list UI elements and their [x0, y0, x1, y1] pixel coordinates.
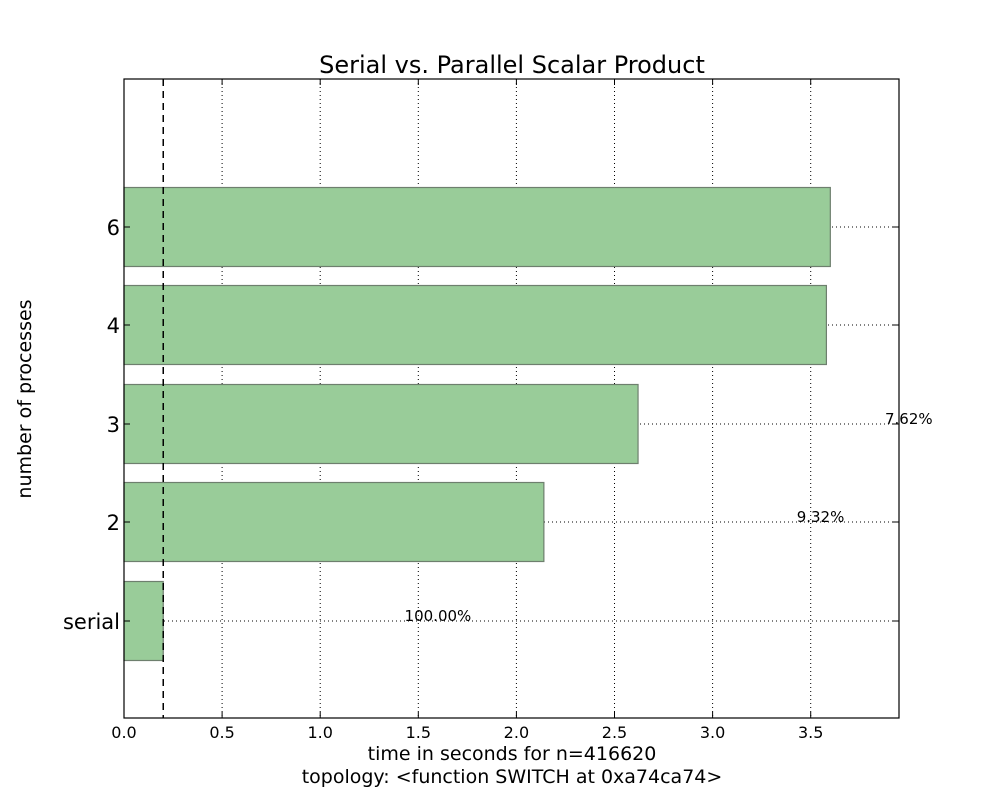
x-tick-label: 2.0 — [504, 723, 529, 742]
data-label-serial: 100.00% — [405, 607, 472, 625]
data-label-3: 7.62% — [885, 410, 933, 428]
bar-2 — [124, 483, 544, 562]
x-axis-label-topology: topology: <function SWITCH at 0xa74ca74> — [302, 766, 723, 788]
x-tick-label: 0.5 — [209, 723, 234, 742]
y-axis-label: number of processes — [14, 299, 36, 498]
y-tick-label-6: 6 — [107, 216, 120, 240]
x-tick-label: 3.0 — [700, 723, 725, 742]
y-tick-label-4: 4 — [107, 314, 120, 338]
x-tick-label: 1.5 — [406, 723, 431, 742]
bar-6 — [124, 188, 830, 267]
x-tick-label: 3.5 — [798, 723, 823, 742]
y-tick-label-serial: serial — [63, 610, 120, 634]
x-axis-label: time in seconds for n=416620 — [368, 743, 657, 765]
y-tick-label-2: 2 — [107, 511, 120, 535]
x-tick-label: 1.0 — [307, 723, 332, 742]
data-label-2: 9.32% — [797, 508, 845, 526]
x-tick-label: 0.0 — [111, 723, 136, 742]
bar-3 — [124, 385, 638, 464]
y-tick-label-3: 3 — [107, 413, 120, 437]
bar-4 — [124, 286, 826, 365]
chart-title: Serial vs. Parallel Scalar Product — [319, 51, 705, 79]
x-tick-label: 2.5 — [602, 723, 627, 742]
